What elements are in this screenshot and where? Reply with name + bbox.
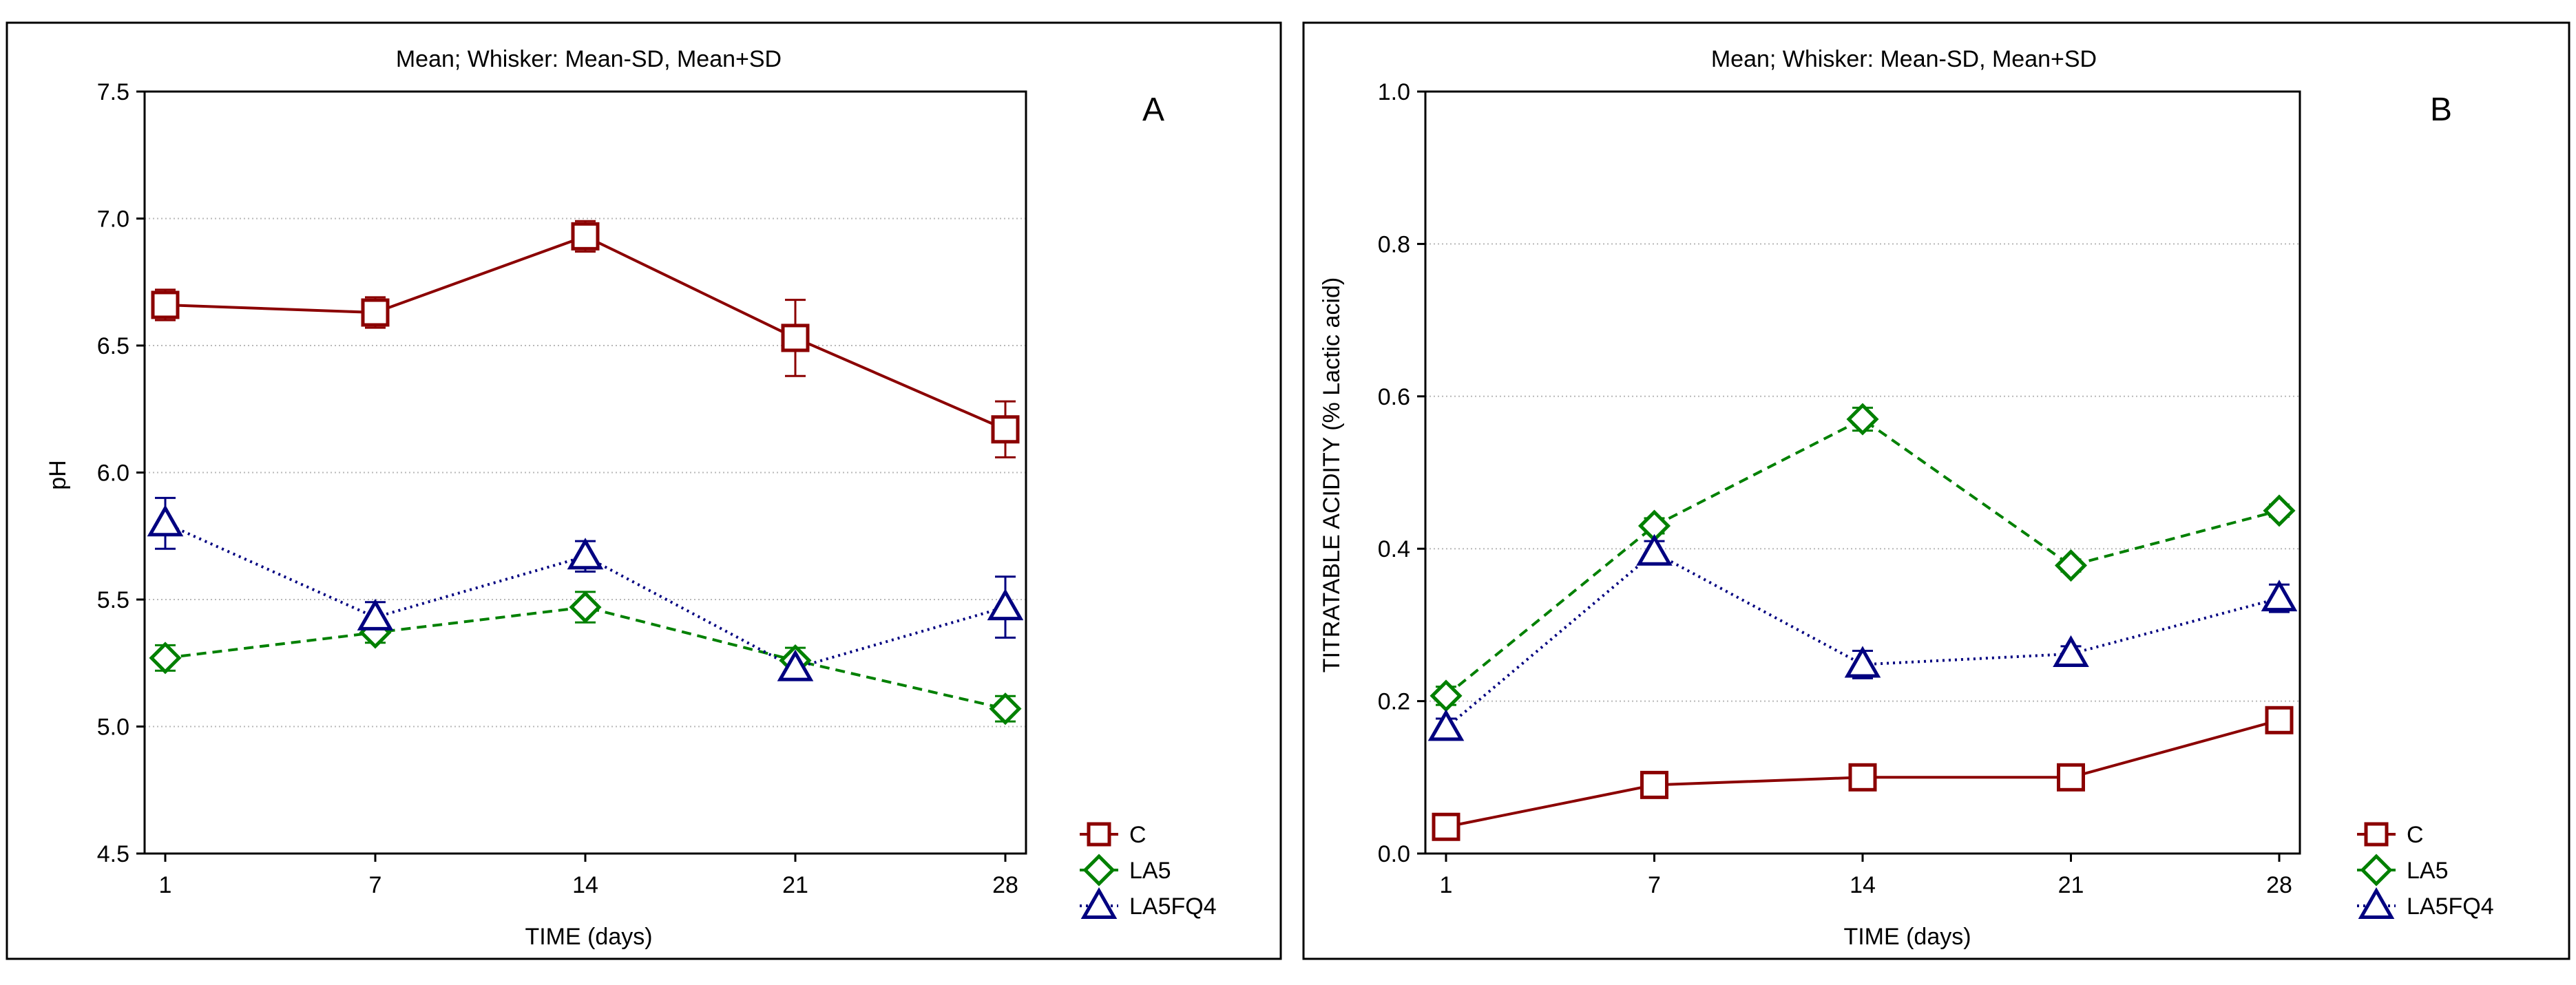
- panel-b-la5fq4-data-point: [1427, 709, 1465, 741]
- panel-a-legend: C LA5 LA5FQ4: [1080, 822, 1217, 920]
- panel-b-la5-series-line: [1445, 417, 2280, 697]
- panel-a-c-data-point: [781, 324, 810, 352]
- panel-b-legend-c-marker: [2364, 822, 2389, 847]
- panel-a-legend-c-marker: [1087, 822, 1111, 847]
- panel-b-legend: C LA5 LA5FQ4: [2357, 822, 2494, 920]
- panel-a-la5-data-point: [149, 642, 182, 675]
- panel-a-y-tick-label: 5.5: [97, 587, 129, 613]
- panel-b-la5fq4-data-point: [2261, 580, 2298, 612]
- panel-a-la5-data-point: [569, 591, 602, 624]
- panel-a-legend-c-label: C: [1129, 822, 1146, 848]
- panel-a-y-axis-label: pH: [45, 460, 71, 489]
- panel-a-markers: [147, 222, 1024, 725]
- panel-a-c-data-point: [991, 415, 1020, 444]
- panel-a-x-tick-label: 7: [369, 872, 382, 898]
- panel-b-y-tick-label: 0.0: [1378, 841, 1410, 867]
- panel-a-y-tick-label: 4.5: [97, 841, 129, 867]
- panel-a-x-tick-labels: 1 7 14 21 28: [159, 872, 1018, 898]
- panel-a-title: Mean; Whisker: Mean-SD, Mean+SD: [396, 46, 782, 72]
- panel-b-x-tick-label: 14: [1850, 872, 1876, 898]
- panel-a-x-tick-label: 14: [572, 872, 598, 898]
- panel-a-la5fq4-data-point: [777, 649, 814, 681]
- panel-b-legend-la5fq4-marker: [2358, 887, 2395, 919]
- panel-b-legend-c-label: C: [2407, 822, 2424, 848]
- panel-b-y-tick-label: 0.4: [1378, 536, 1410, 562]
- panel-b-x-tick-label: 1: [1440, 872, 1453, 898]
- panel-b-c-data-point: [1432, 812, 1460, 841]
- panel-a-label: A: [1142, 92, 1164, 128]
- panel-a-la5-data-point: [989, 692, 1022, 725]
- panel-a-c-data-point: [361, 298, 390, 327]
- panel-a-x-tick-label: 21: [782, 872, 808, 898]
- chart-panel-b: Mean; Whisker: Mean-SD, Mean+SD B TITRAT…: [1302, 21, 2570, 960]
- panel-b-la5-data-point: [1846, 403, 1879, 436]
- panel-b-markers: [1427, 403, 2298, 841]
- panel-b-x-tick-label: 7: [1648, 872, 1661, 898]
- panel-b-y-axis-label: TITRATABLE ACIDITY (% Lactic acid): [1319, 277, 1345, 672]
- panel-a-y-tick-label: 6.0: [97, 460, 129, 487]
- panel-b-y-tick-label: 0.8: [1378, 231, 1410, 257]
- panel-b-la5fq4-data-point: [2053, 635, 2089, 667]
- panel-a-c-data-point: [571, 222, 600, 251]
- panel-b-y-tick-label: 1.0: [1378, 79, 1410, 105]
- panel-b-c-data-point: [2057, 763, 2085, 792]
- panel-b-la5fq4-data-point: [1636, 533, 1673, 566]
- panel-a-legend-la5-marker: [1082, 854, 1116, 887]
- panel-b-legend-la5-label: LA5: [2407, 858, 2449, 884]
- panel-b-title: Mean; Whisker: Mean-SD, Mean+SD: [1711, 46, 2097, 72]
- panel-b-c-data-point: [2265, 706, 2294, 734]
- panel-a-c-data-point: [151, 290, 180, 319]
- panel-b-label: B: [2430, 92, 2452, 128]
- panel-b-gridlines: [1425, 243, 2300, 702]
- panel-a-y-tick-label: 7.5: [97, 79, 129, 105]
- panel-b-c-data-point: [1640, 770, 1668, 799]
- panel-b-legend-la5-marker: [2360, 854, 2393, 887]
- panel-b-la5-data-point: [2054, 549, 2088, 582]
- panel-a-legend-la5fq4-marker: [1080, 887, 1118, 919]
- panel-a-legend-la5-label: LA5: [1129, 858, 1171, 884]
- panel-a-la5fq4-data-point: [987, 589, 1024, 621]
- panel-a-la5fq4-data-point: [357, 598, 394, 631]
- panel-b-la5-data-point: [2263, 494, 2296, 527]
- panel-a-la5fq4-data-point: [567, 538, 604, 570]
- panel-b-x-tick-labels: 1 7 14 21 28: [1440, 872, 2292, 898]
- panel-b-y-tick-label: 0.6: [1378, 384, 1410, 410]
- panel-b-la5fq4-data-point: [1844, 646, 1881, 678]
- panel-b-legend-la5fq4-label: LA5FQ4: [2407, 893, 2494, 920]
- panel-a-y-tick-label: 7.0: [97, 206, 129, 233]
- panel-b-frame: [1302, 21, 2570, 960]
- panel-a-frame: [6, 21, 1282, 960]
- panel-a-x-tick-label: 1: [159, 872, 172, 898]
- panel-a-x-tick-label: 28: [992, 872, 1018, 898]
- panel-a-y-tick-labels: 4.5 5.0 5.5 6.0 6.5 7.0 7.5: [97, 79, 129, 867]
- panel-b-axis-ticks: [1417, 90, 2281, 862]
- panel-b-x-tick-label: 21: [2058, 872, 2084, 898]
- panel-a-axis-ticks: [136, 90, 1007, 862]
- panel-b-x-tick-label: 28: [2266, 872, 2292, 898]
- chart-panel-a: Mean; Whisker: Mean-SD, Mean+SD A pH TIM…: [6, 21, 1282, 960]
- panel-b-x-axis-label: TIME (days): [1843, 924, 1971, 950]
- panel-a-y-tick-label: 5.0: [97, 714, 129, 741]
- panel-a-x-axis-label: TIME (days): [525, 924, 652, 950]
- panel-b-y-tick-labels: 0.0 0.2 0.4 0.6 0.8 1.0: [1378, 79, 1410, 867]
- panel-b-y-tick-label: 0.2: [1378, 689, 1410, 715]
- panel-a-legend-la5fq4-label: LA5FQ4: [1129, 893, 1217, 920]
- panel-a-y-tick-label: 6.5: [97, 333, 129, 359]
- panel-a-la5fq4-data-point: [147, 505, 184, 537]
- panel-b-c-data-point: [1848, 763, 1877, 792]
